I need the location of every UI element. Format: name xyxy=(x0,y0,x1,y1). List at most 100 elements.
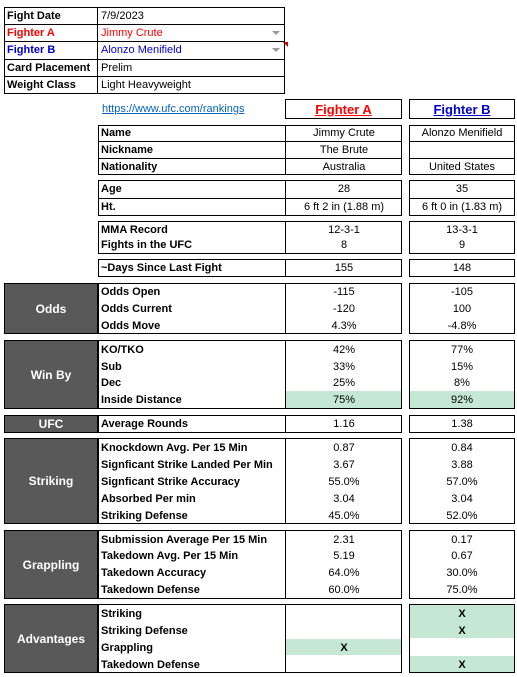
sig-strike-accuracy-b: 57.0% xyxy=(446,475,478,488)
height-label: Ht. xyxy=(101,201,116,213)
name-a: Jimmy Crute xyxy=(313,127,375,139)
dec-b: 8% xyxy=(454,376,470,389)
card-placement-value[interactable]: Prelim xyxy=(101,61,133,74)
dec-label: Dec xyxy=(101,376,122,389)
days-since-label: ~Days Since Last Fight xyxy=(101,262,222,274)
ufc-fights-b: 9 xyxy=(458,239,466,251)
absorbed-b: 3.04 xyxy=(451,492,473,505)
mma-record-a: 12-3-1 xyxy=(328,224,360,236)
name-b: Alonzo Menifield xyxy=(421,127,503,139)
height-a: 6 ft 2 in (1.88 m) xyxy=(303,201,385,213)
fight-date-value[interactable]: 7/9/2023 xyxy=(101,9,144,22)
card-placement-label: Card Placement xyxy=(7,61,91,74)
adv-takedown-defense-a xyxy=(286,656,402,673)
dropdown-arrow-icon[interactable] xyxy=(272,48,280,52)
average-rounds-a: 1.16 xyxy=(333,418,355,430)
age-a: 28 xyxy=(337,183,351,195)
takedown-avg-b: 0.67 xyxy=(451,549,473,562)
sig-strike-landed-label: Signficant Strike Landed Per Min xyxy=(101,458,273,471)
adv-striking-defense-label: Striking Defense xyxy=(101,624,188,637)
adv-b-highlight-top xyxy=(410,605,514,638)
adv-striking-defense-b: X xyxy=(458,624,466,637)
takedown-avg-a: 5.19 xyxy=(333,549,355,562)
sig-strike-landed-b: 3.88 xyxy=(451,458,473,471)
age-label: Age xyxy=(101,183,122,195)
odds-open-label: Odds Open xyxy=(101,286,161,298)
sub-a: 33% xyxy=(332,360,356,373)
submission-avg-a: 2.31 xyxy=(333,533,355,546)
adv-striking-a xyxy=(286,605,402,622)
nationality-label: Nationality xyxy=(101,160,158,173)
odds-current-b: 100 xyxy=(452,302,472,315)
odds-move-a: 4.3% xyxy=(331,319,357,332)
advantages-table xyxy=(98,604,402,673)
grappling-table xyxy=(98,530,402,599)
average-rounds-label: Average Rounds xyxy=(101,418,189,430)
inside-distance-b: 92% xyxy=(450,393,474,406)
average-rounds-b: 1.38 xyxy=(451,418,473,430)
win-by-table xyxy=(98,340,402,409)
profile-table xyxy=(98,125,402,175)
adv-takedown-defense-b: X xyxy=(458,658,466,671)
adv-a-highlight xyxy=(286,639,401,655)
sig-strike-accuracy-a: 55.0% xyxy=(328,475,360,488)
days-since-a: 155 xyxy=(334,262,354,274)
odds-open-b: -105 xyxy=(450,286,474,298)
knockdown-avg-label: Knockdown Avg. Per 15 Min xyxy=(101,441,248,454)
striking-table xyxy=(98,438,402,524)
comment-indicator-icon xyxy=(283,42,288,47)
adv-grappling-b xyxy=(409,639,515,656)
takedown-avg-label: Takedown Avg. Per 15 Min xyxy=(101,549,239,562)
ufc-table xyxy=(98,415,402,433)
odds-current-label: Odds Current xyxy=(101,302,172,315)
weight-class-label: Weight Class xyxy=(7,79,76,91)
adv-b-highlight-bottom xyxy=(410,656,514,672)
mma-record-b: 13-3-1 xyxy=(446,224,478,236)
fighter-b-select[interactable]: Alonzo Menifield xyxy=(101,44,182,56)
nickname-a: The Brute xyxy=(319,143,369,156)
odds-move-b: -4.8% xyxy=(447,319,477,332)
dec-a: 25% xyxy=(332,376,356,389)
striking-defense-label: Striking Defense xyxy=(101,509,188,522)
win-by-inside-a-highlight xyxy=(286,391,401,408)
rankings-link[interactable]: https://www.ufc.com/rankings xyxy=(102,103,245,115)
nickname-label: Nickname xyxy=(101,143,153,156)
fighter-b-header: Fighter B xyxy=(409,99,515,119)
striking-defense-a: 45.0% xyxy=(328,509,360,522)
nationality-b: United States xyxy=(428,160,496,173)
days-table xyxy=(98,259,402,277)
submission-avg-b: 0.17 xyxy=(451,533,473,546)
adv-striking-defense-a xyxy=(286,622,402,639)
dropdown-arrow-icon[interactable] xyxy=(272,31,280,35)
height-b: 6 ft 0 in (1.83 m) xyxy=(421,201,503,213)
odds-open-a: -115 xyxy=(333,286,355,298)
inside-distance-label: Inside Distance xyxy=(101,393,182,406)
record-table xyxy=(98,221,402,254)
nationality-a: Australia xyxy=(322,160,366,173)
takedown-accuracy-label: Takedown Accuracy xyxy=(101,566,207,579)
win-by-inside-b-highlight xyxy=(410,391,514,408)
fighter-a-select[interactable]: Jimmy Crute xyxy=(101,26,163,39)
submission-avg-label: Submission Average Per 15 Min xyxy=(101,533,268,546)
weight-class-value[interactable]: Light Heavyweight xyxy=(101,79,191,91)
ufc-fights-label: Fights in the UFC xyxy=(101,239,193,251)
adv-grappling-a: X xyxy=(340,641,348,654)
takedown-accuracy-a: 64.0% xyxy=(328,566,360,579)
takedown-accuracy-b: 30.0% xyxy=(446,566,478,579)
adv-takedown-defense-label: Takedown Defense xyxy=(101,658,200,671)
takedown-defense-a: 60.0% xyxy=(328,583,360,596)
grappling-section-title: Grappling xyxy=(4,530,98,599)
nickname-b xyxy=(409,141,515,158)
ko-tko-b: 77% xyxy=(450,343,474,356)
sig-strike-landed-a: 3.67 xyxy=(333,458,355,471)
sub-label: Sub xyxy=(101,360,122,373)
striking-section-title: Striking xyxy=(4,438,98,524)
name-label: Name xyxy=(101,127,131,139)
inside-distance-a: 75% xyxy=(332,393,356,406)
ufc-fights-a: 8 xyxy=(340,239,348,251)
sig-strike-accuracy-label: Signficant Strike Accuracy xyxy=(101,475,240,488)
takedown-defense-label: Takedown Defense xyxy=(101,583,200,596)
adv-striking-label: Striking xyxy=(101,607,142,620)
fighter-b-label: Fighter B xyxy=(7,44,56,56)
knockdown-avg-b: 0.84 xyxy=(451,441,473,454)
